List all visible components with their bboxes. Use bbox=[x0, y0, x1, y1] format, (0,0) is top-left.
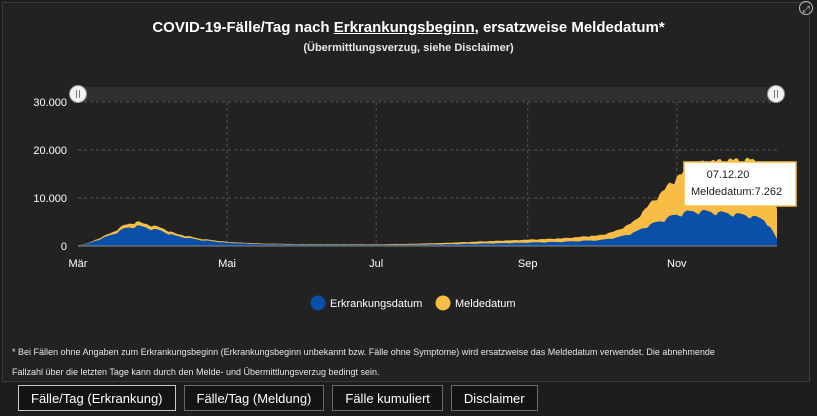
legend-erkrankungsdatum-label: Erkrankungsdatum bbox=[330, 298, 422, 310]
chart-subtitle: (Übermittlungsverzug, siehe Disclaimer) bbox=[303, 42, 514, 54]
y-tick-label: 20.000 bbox=[33, 145, 67, 157]
y-tick-label: 0 bbox=[61, 241, 67, 253]
footnote-line-1: * Bei Fällen ohne Angaben zum Erkrankung… bbox=[12, 347, 715, 357]
tooltip-box bbox=[683, 161, 797, 207]
covid-area-chart: 0 10.000 20.000 30.000 Mär Mai Jul Sep Nov 07.12.… bbox=[33, 85, 797, 311]
tooltip-date: 07.12.20 bbox=[707, 169, 750, 181]
title-prefix: COVID-19-Fälle/Tag nach bbox=[152, 19, 334, 36]
legend-erkrankungsdatum-swatch bbox=[310, 295, 326, 311]
x-tick-label: Mai bbox=[218, 258, 236, 270]
footnote-line-2: Fallzahl über die letzten Tage kann durc… bbox=[12, 367, 380, 377]
range-slider-track bbox=[78, 87, 777, 101]
tab-disclaimer[interactable]: Disclaimer bbox=[450, 385, 538, 411]
range-handle-left[interactable] bbox=[69, 85, 87, 103]
range-handle-right[interactable] bbox=[767, 85, 785, 103]
x-tick-label: Nov bbox=[667, 258, 687, 270]
legend-meldedatum-swatch bbox=[435, 295, 451, 311]
tab-faelle-tag-meldung[interactable]: Fälle/Tag (Meldung) bbox=[183, 385, 325, 411]
tab-faelle-kumuliert[interactable]: Fälle kumuliert bbox=[332, 385, 443, 411]
tooltip-value: Meldedatum:7.262 bbox=[691, 186, 782, 198]
title-suffix: , ersatzweise Meldedatum* bbox=[474, 19, 665, 36]
title-underlined-term: Erkrankungsbeginn bbox=[333, 19, 475, 36]
tab-bar: Fälle/Tag (Erkrankung) Fälle/Tag (Meldun… bbox=[18, 385, 538, 411]
series-erkrankungsdatum-area bbox=[78, 209, 777, 246]
x-tick-label: Sep bbox=[518, 258, 538, 270]
chart-title: COVID-19-Fälle/Tag nach Erkrankungsbegin… bbox=[0, 19, 817, 36]
x-tick-label: Jul bbox=[369, 258, 383, 270]
y-tick-label: 30.000 bbox=[33, 97, 67, 109]
x-tick-label: Mär bbox=[69, 258, 88, 270]
legend-meldedatum-label: Meldedatum bbox=[455, 298, 516, 310]
footnote: * Bei Fällen ohne Angaben zum Erkrankung… bbox=[12, 342, 812, 382]
expand-arrows-icon[interactable]: ⤢ bbox=[799, 1, 813, 15]
tab-faelle-tag-erkrankung[interactable]: Fälle/Tag (Erkrankung) bbox=[18, 385, 176, 411]
y-tick-label: 10.000 bbox=[33, 193, 67, 205]
